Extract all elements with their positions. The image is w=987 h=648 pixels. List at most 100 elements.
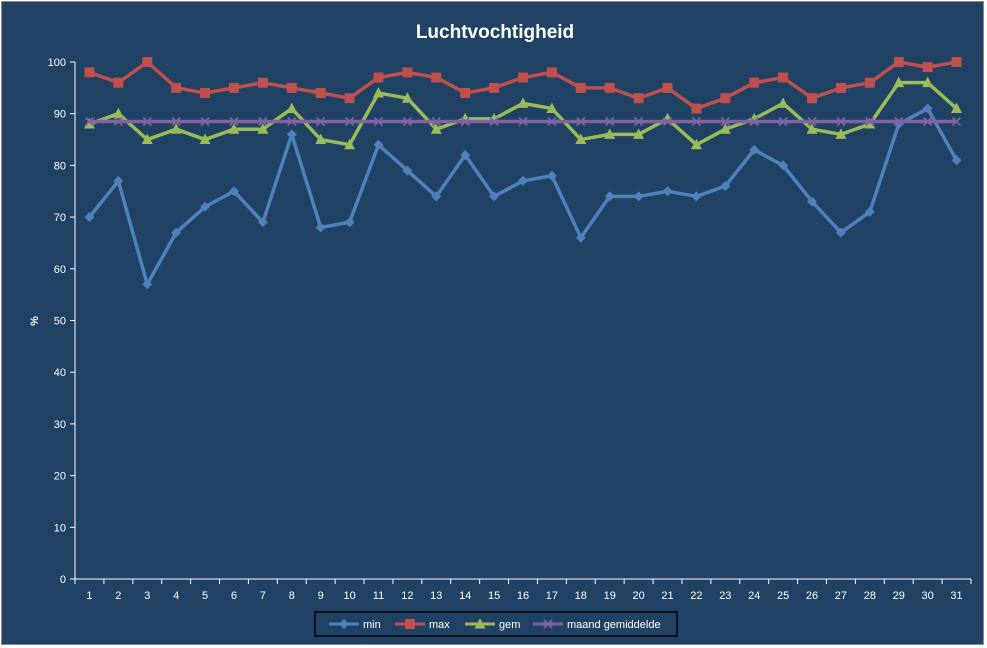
data-point xyxy=(460,88,471,99)
data-point xyxy=(286,102,298,114)
data-point xyxy=(865,116,875,127)
data-point xyxy=(431,191,442,202)
y-tick-label: 30 xyxy=(54,419,66,431)
data-point xyxy=(344,138,356,150)
data-point xyxy=(373,116,384,127)
data-point xyxy=(546,102,558,114)
x-tick-label: 7 xyxy=(260,590,266,602)
data-point xyxy=(373,72,384,83)
data-point xyxy=(113,116,123,127)
data-point xyxy=(864,118,876,129)
data-point xyxy=(373,139,384,150)
data-point xyxy=(951,116,962,127)
data-point xyxy=(951,155,962,166)
data-point xyxy=(604,128,616,139)
data-point xyxy=(489,116,499,127)
legend-label: maand gemiddelde xyxy=(567,619,661,631)
x-tick-label: 24 xyxy=(748,590,760,602)
x-tick-label: 22 xyxy=(690,590,702,602)
x-tick-label: 12 xyxy=(401,590,413,602)
legend-item: max xyxy=(395,619,450,631)
x-tick-label: 15 xyxy=(488,590,500,602)
data-point xyxy=(315,88,326,99)
data-point xyxy=(401,92,413,103)
x-tick-label: 16 xyxy=(517,590,529,602)
data-point xyxy=(633,116,644,127)
data-point xyxy=(518,116,528,127)
legend-item: gem xyxy=(465,618,520,631)
data-point xyxy=(402,116,413,127)
data-point xyxy=(922,76,934,88)
data-point xyxy=(315,133,327,145)
y-tick-label: 100 xyxy=(48,57,66,69)
y-tick-label: 20 xyxy=(54,471,66,483)
legend: min max gem maand gemiddelde xyxy=(314,611,678,637)
x-tick-label: 13 xyxy=(430,590,442,602)
data-point xyxy=(518,72,528,83)
x-tick-label: 29 xyxy=(893,590,905,602)
data-point xyxy=(460,116,470,127)
x-tick-label: 18 xyxy=(575,590,587,602)
data-point xyxy=(835,128,847,139)
data-point xyxy=(83,118,95,129)
data-point xyxy=(720,116,730,127)
legend-label: max xyxy=(429,619,450,631)
data-point xyxy=(633,191,644,202)
data-point xyxy=(142,57,153,67)
data-point xyxy=(807,196,818,207)
data-point xyxy=(836,116,846,127)
x-tick-label: 8 xyxy=(289,590,295,602)
data-point xyxy=(286,129,297,140)
data-point xyxy=(170,123,182,134)
data-point xyxy=(142,116,152,127)
x-tick-label: 2 xyxy=(115,590,121,602)
data-point xyxy=(431,72,442,83)
data-point xyxy=(922,62,933,73)
data-point xyxy=(806,123,818,134)
data-point xyxy=(430,123,442,134)
data-point xyxy=(344,93,355,104)
data-point xyxy=(200,201,211,212)
data-point xyxy=(778,160,789,171)
data-point xyxy=(228,123,240,134)
data-point xyxy=(141,133,153,145)
data-point xyxy=(402,67,413,78)
data-point xyxy=(604,191,615,202)
y-tick-label: 80 xyxy=(54,160,66,172)
x-tick-label: 1 xyxy=(86,590,92,602)
x-tick-label: 5 xyxy=(202,590,208,602)
data-point xyxy=(662,186,673,197)
data-point xyxy=(749,77,760,88)
x-tick-label: 17 xyxy=(546,590,558,602)
data-point xyxy=(893,57,904,67)
data-point xyxy=(894,116,904,127)
data-point xyxy=(690,138,702,150)
data-point xyxy=(893,76,905,88)
data-point xyxy=(575,133,587,145)
data-point xyxy=(286,82,297,93)
data-point xyxy=(778,72,789,83)
data-point xyxy=(691,116,702,127)
data-point xyxy=(777,97,789,108)
series-gem xyxy=(83,76,963,150)
data-point xyxy=(807,93,818,104)
data-point xyxy=(864,206,875,217)
data-point xyxy=(720,93,731,104)
data-point xyxy=(951,102,963,114)
data-point xyxy=(864,77,875,88)
legend-swatch-marker xyxy=(405,619,415,629)
legend-item: maand gemiddelde xyxy=(533,619,661,631)
data-point xyxy=(228,82,239,93)
y-tick-label: 60 xyxy=(54,264,66,276)
data-point xyxy=(575,82,586,93)
y-tick-label: 10 xyxy=(54,522,66,534)
x-tick-label: 11 xyxy=(373,590,384,602)
data-point xyxy=(171,227,182,238)
x-tick-label: 6 xyxy=(231,590,237,602)
y-tick-label: 40 xyxy=(54,367,66,379)
data-point xyxy=(835,227,846,238)
y-tick-label: 90 xyxy=(54,109,66,121)
x-tick-label: 26 xyxy=(806,590,818,602)
